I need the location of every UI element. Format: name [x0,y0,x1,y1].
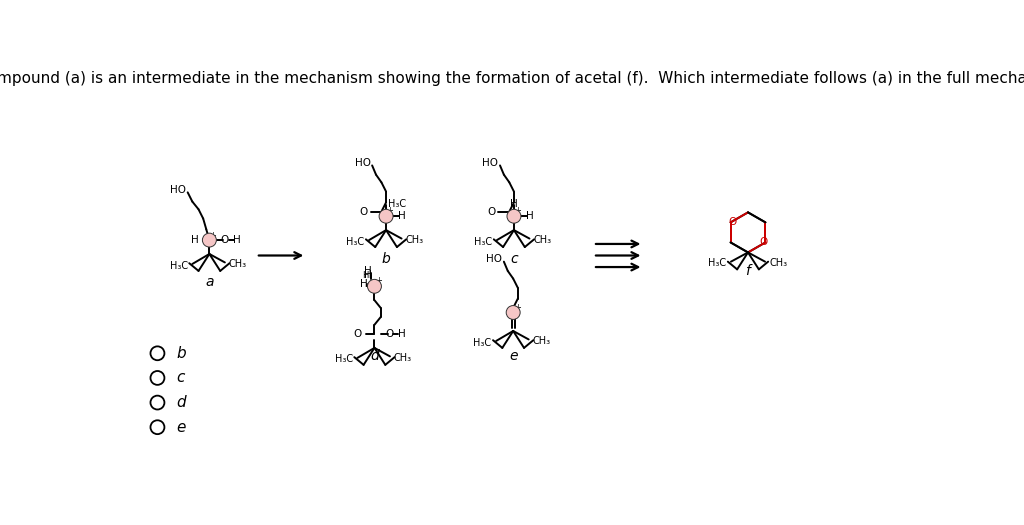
Text: H₃C: H₃C [170,260,187,270]
Text: H: H [397,329,406,339]
Text: O: O [760,237,768,247]
Text: H₃C: H₃C [346,237,365,247]
Text: c: c [176,371,184,385]
Text: H: H [397,211,406,221]
Text: H: H [233,235,241,245]
Circle shape [379,209,393,223]
Text: +: + [386,206,393,215]
Circle shape [506,306,520,319]
Text: H₃C: H₃C [473,338,492,348]
Text: H₃C: H₃C [474,237,493,247]
Text: CH₃: CH₃ [394,353,412,363]
Text: a: a [205,276,214,289]
Text: CH₃: CH₃ [532,336,551,346]
Text: O: O [509,308,517,318]
Text: CH₃: CH₃ [406,235,424,245]
Text: b: b [176,346,185,361]
Text: O: O [487,207,496,217]
Text: e: e [509,349,517,363]
Circle shape [368,279,381,293]
Circle shape [151,396,165,410]
Text: CH₃: CH₃ [534,235,552,245]
Circle shape [507,209,521,223]
Text: +: + [514,302,521,312]
Text: CH₃: CH₃ [770,258,787,268]
Text: O: O [371,281,379,291]
Text: O: O [205,235,213,245]
Circle shape [151,371,165,385]
Text: H: H [190,235,199,245]
Text: O: O [385,329,393,339]
Text: e: e [176,419,185,435]
Text: O: O [510,211,518,221]
Text: O: O [359,207,368,217]
Text: f: f [745,264,751,278]
Text: HO: HO [486,254,503,265]
Text: +: + [514,206,521,215]
Text: H₃C: H₃C [335,354,352,364]
Text: b: b [382,253,390,266]
Text: HO: HO [170,185,186,195]
Text: H: H [361,271,369,280]
Text: Compound (a) is an intermediate in the mechanism showing the formation of acetal: Compound (a) is an intermediate in the m… [0,71,1024,86]
Text: HO: HO [354,158,371,168]
Text: H: H [525,211,534,221]
Text: H₃C: H₃C [709,258,726,268]
Text: CH₃: CH₃ [228,259,247,269]
Circle shape [151,421,165,434]
Text: H: H [359,279,368,289]
Text: +: + [209,231,216,240]
Text: O: O [728,217,736,227]
Text: c: c [510,253,518,266]
Text: H: H [365,266,372,276]
Circle shape [151,346,165,360]
Text: +: + [375,276,382,286]
Text: O: O [354,329,362,339]
Text: d: d [370,349,379,363]
Circle shape [203,233,216,247]
Text: d: d [176,395,185,410]
Text: HO: HO [482,158,499,168]
Text: H₃C: H₃C [388,199,407,209]
Text: O: O [382,211,390,221]
Text: H: H [365,270,372,280]
Text: H: H [510,199,518,209]
Text: O: O [221,235,229,245]
